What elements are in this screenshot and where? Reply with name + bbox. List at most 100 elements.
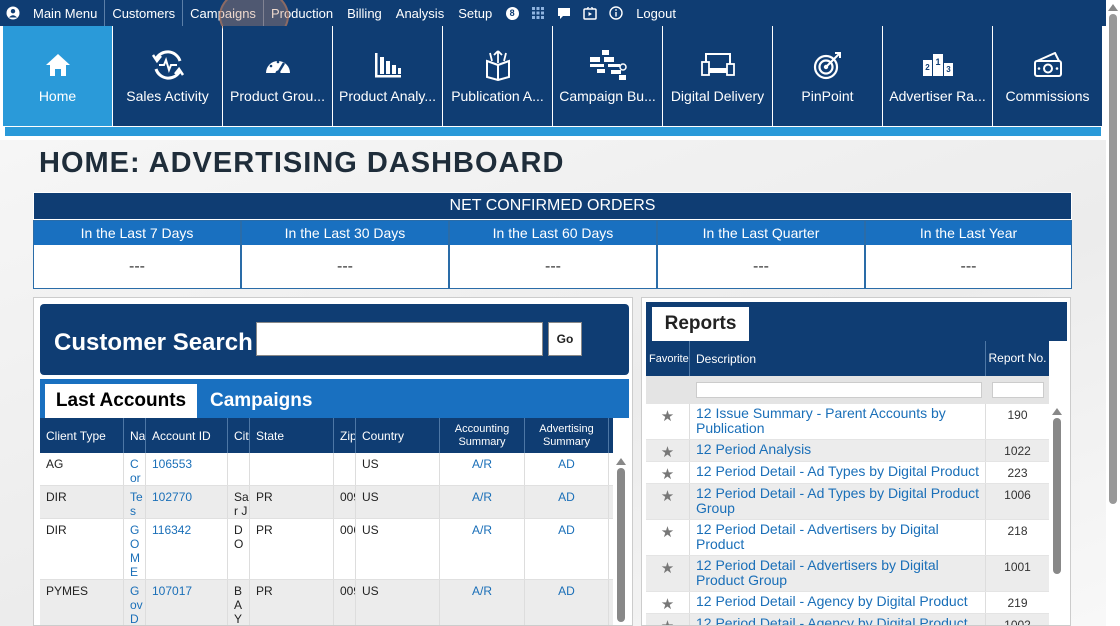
advertising-summary-link[interactable]: AD (525, 580, 609, 625)
report-description-link[interactable]: 12 Period Detail - Advertisers by Digita… (690, 520, 986, 555)
cell-account-id[interactable]: 116342 (146, 519, 228, 579)
star-icon[interactable]: ★ (646, 462, 690, 483)
go-button[interactable]: Go (548, 322, 582, 356)
menu-setup[interactable]: Setup (458, 5, 493, 21)
notification-badge-icon[interactable]: 8 (499, 0, 525, 26)
report-description-link[interactable]: 12 Period Detail - Ad Types by Digital P… (690, 484, 986, 519)
star-icon[interactable]: ★ (646, 614, 690, 625)
advertising-summary-link[interactable]: AD (525, 453, 609, 485)
apps-grid-icon[interactable] (525, 0, 551, 26)
cell-account-id[interactable]: 107017 (146, 580, 228, 625)
column-header[interactable]: Client Type (40, 418, 124, 453)
column-header[interactable]: City (228, 418, 250, 453)
menu-billing[interactable]: Billing (347, 5, 382, 21)
info-icon[interactable] (603, 0, 629, 26)
column-header[interactable]: Report No. (988, 351, 1047, 365)
scroll-up-arrow-icon[interactable] (1052, 408, 1062, 415)
report-description-link[interactable]: 12 Period Analysis (690, 440, 986, 461)
scroll-up-arrow-icon[interactable] (1108, 4, 1118, 11)
star-icon[interactable]: ★ (646, 484, 690, 519)
description-filter-input[interactable] (696, 382, 982, 398)
report-description-link[interactable]: 12 Period Detail - Ad Types by Digital P… (690, 462, 986, 483)
scroll-up-arrow-icon[interactable] (616, 458, 626, 465)
menu-production[interactable]: Production (270, 5, 334, 21)
accounting-summary-link[interactable]: A/R (440, 580, 525, 625)
report-row[interactable]: ★ 12 Period Detail - Agency by Digital P… (646, 614, 1049, 625)
page-scrollbar[interactable] (1106, 0, 1120, 626)
tile-campaign-builder[interactable]: Campaign Bu... (553, 26, 662, 126)
report-row[interactable]: ★ 12 Period Detail - Advertisers by Digi… (646, 556, 1049, 592)
chat-icon[interactable] (551, 0, 577, 26)
tile-sales-activity[interactable]: Sales Activity (113, 26, 222, 126)
tile-label: Advertiser Ra... (889, 88, 986, 104)
report-row[interactable]: ★ 12 Issue Summary - Parent Accounts by … (646, 404, 1049, 440)
accounting-summary-link[interactable]: A/R (440, 519, 525, 579)
star-icon[interactable]: ★ (646, 404, 690, 439)
column-header[interactable]: Description (690, 341, 986, 376)
column-header[interactable]: Nar (124, 418, 146, 453)
customer-search-input[interactable] (256, 322, 543, 356)
table-row[interactable]: AG Cor Cor 106553 US A/R AD (40, 453, 613, 486)
advertising-summary-link[interactable]: AD (525, 486, 609, 518)
accounting-summary-link[interactable]: A/R (440, 486, 525, 518)
report-row[interactable]: ★ 12 Period Detail - Ad Types by Digital… (646, 484, 1049, 520)
column-header[interactable]: State (250, 418, 334, 453)
accounts-table-body: AG Cor Cor 106553 US A/R AD DIR Tes Cm 1… (40, 453, 613, 625)
user-icon[interactable] (0, 0, 26, 26)
table-row[interactable]: DIR Tes Cm 102770 Sar Jua PR 009 US A/R … (40, 486, 613, 519)
cell-account-id[interactable]: 102770 (146, 486, 228, 518)
column-header[interactable]: Favorite (646, 341, 690, 376)
cell-name[interactable]: Gov De P (124, 580, 146, 625)
star-icon[interactable]: ★ (646, 556, 690, 591)
column-header[interactable]: Zip (334, 418, 356, 453)
report-description-link[interactable]: 12 Period Detail - Agency by Digital Pro… (690, 614, 986, 625)
tile-product-group[interactable]: Product Grou... (223, 26, 332, 126)
accounts-scrollbar[interactable] (615, 453, 627, 625)
menu-analysis[interactable]: Analysis (395, 5, 445, 21)
menu-campaigns[interactable]: Campaigns (182, 0, 264, 26)
report-row[interactable]: ★ 12 Period Analysis 1022 (646, 440, 1049, 462)
report-number-filter-input[interactable] (992, 382, 1044, 398)
tile-home[interactable]: Home (3, 26, 112, 126)
target-icon (813, 48, 843, 82)
cell-zip (334, 453, 356, 485)
tile-digital-delivery[interactable]: Digital Delivery (663, 26, 772, 126)
tile-product-analysis[interactable]: Product Analy... (333, 26, 442, 126)
report-row[interactable]: ★ 12 Period Detail - Advertisers by Digi… (646, 520, 1049, 556)
report-row[interactable]: ★ 12 Period Detail - Ad Types by Digital… (646, 462, 1049, 484)
report-description-link[interactable]: 12 Period Detail - Agency by Digital Pro… (690, 592, 986, 613)
column-header[interactable]: Accounting Summary (440, 418, 525, 453)
scroll-thumb[interactable] (1053, 418, 1061, 574)
advertising-summary-link[interactable]: AD (525, 519, 609, 579)
star-icon[interactable]: ★ (646, 520, 690, 555)
column-header[interactable]: Country (356, 418, 440, 453)
tile-pinpoint[interactable]: PinPoint (773, 26, 882, 126)
tile-publication-analysis[interactable]: Publication A... (443, 26, 552, 126)
cell-name[interactable]: Cor Cor (124, 453, 146, 485)
cell-name[interactable]: GO ME PRA C.S (124, 519, 146, 579)
tile-commissions[interactable]: Commissions (993, 26, 1102, 126)
table-row[interactable]: DIR GO ME PRA C.S 116342 DO PR 006 US A/… (40, 519, 613, 580)
menu-customers[interactable]: Customers (112, 5, 176, 21)
column-header[interactable]: Advertising Summary (525, 418, 609, 453)
report-row[interactable]: ★ 12 Period Detail - Agency by Digital P… (646, 592, 1049, 614)
logout-link[interactable]: Logout (636, 5, 676, 21)
reports-scrollbar[interactable] (1051, 406, 1063, 625)
column-header[interactable]: Account ID (146, 418, 228, 453)
report-description-link[interactable]: 12 Issue Summary - Parent Accounts by Pu… (690, 404, 986, 439)
star-icon[interactable]: ★ (646, 592, 690, 613)
menu-main-menu[interactable]: Main Menu (26, 0, 106, 26)
tab-campaigns[interactable]: Campaigns (210, 390, 313, 411)
cell-city: Sar Jua (228, 486, 250, 518)
report-description-link[interactable]: 12 Period Detail - Advertisers by Digita… (690, 556, 986, 591)
accounting-summary-link[interactable]: A/R (440, 453, 525, 485)
cell-name[interactable]: Tes Cm (124, 486, 146, 518)
scroll-thumb[interactable] (1109, 14, 1117, 504)
table-row[interactable]: PYMES Gov De P 107017 BAY PR 009 US A/R … (40, 580, 613, 625)
tab-last-accounts[interactable]: Last Accounts (45, 384, 197, 418)
scroll-thumb[interactable] (617, 468, 625, 622)
video-icon[interactable] (577, 0, 603, 26)
cell-account-id[interactable]: 106553 (146, 453, 228, 485)
star-icon[interactable]: ★ (646, 440, 690, 461)
